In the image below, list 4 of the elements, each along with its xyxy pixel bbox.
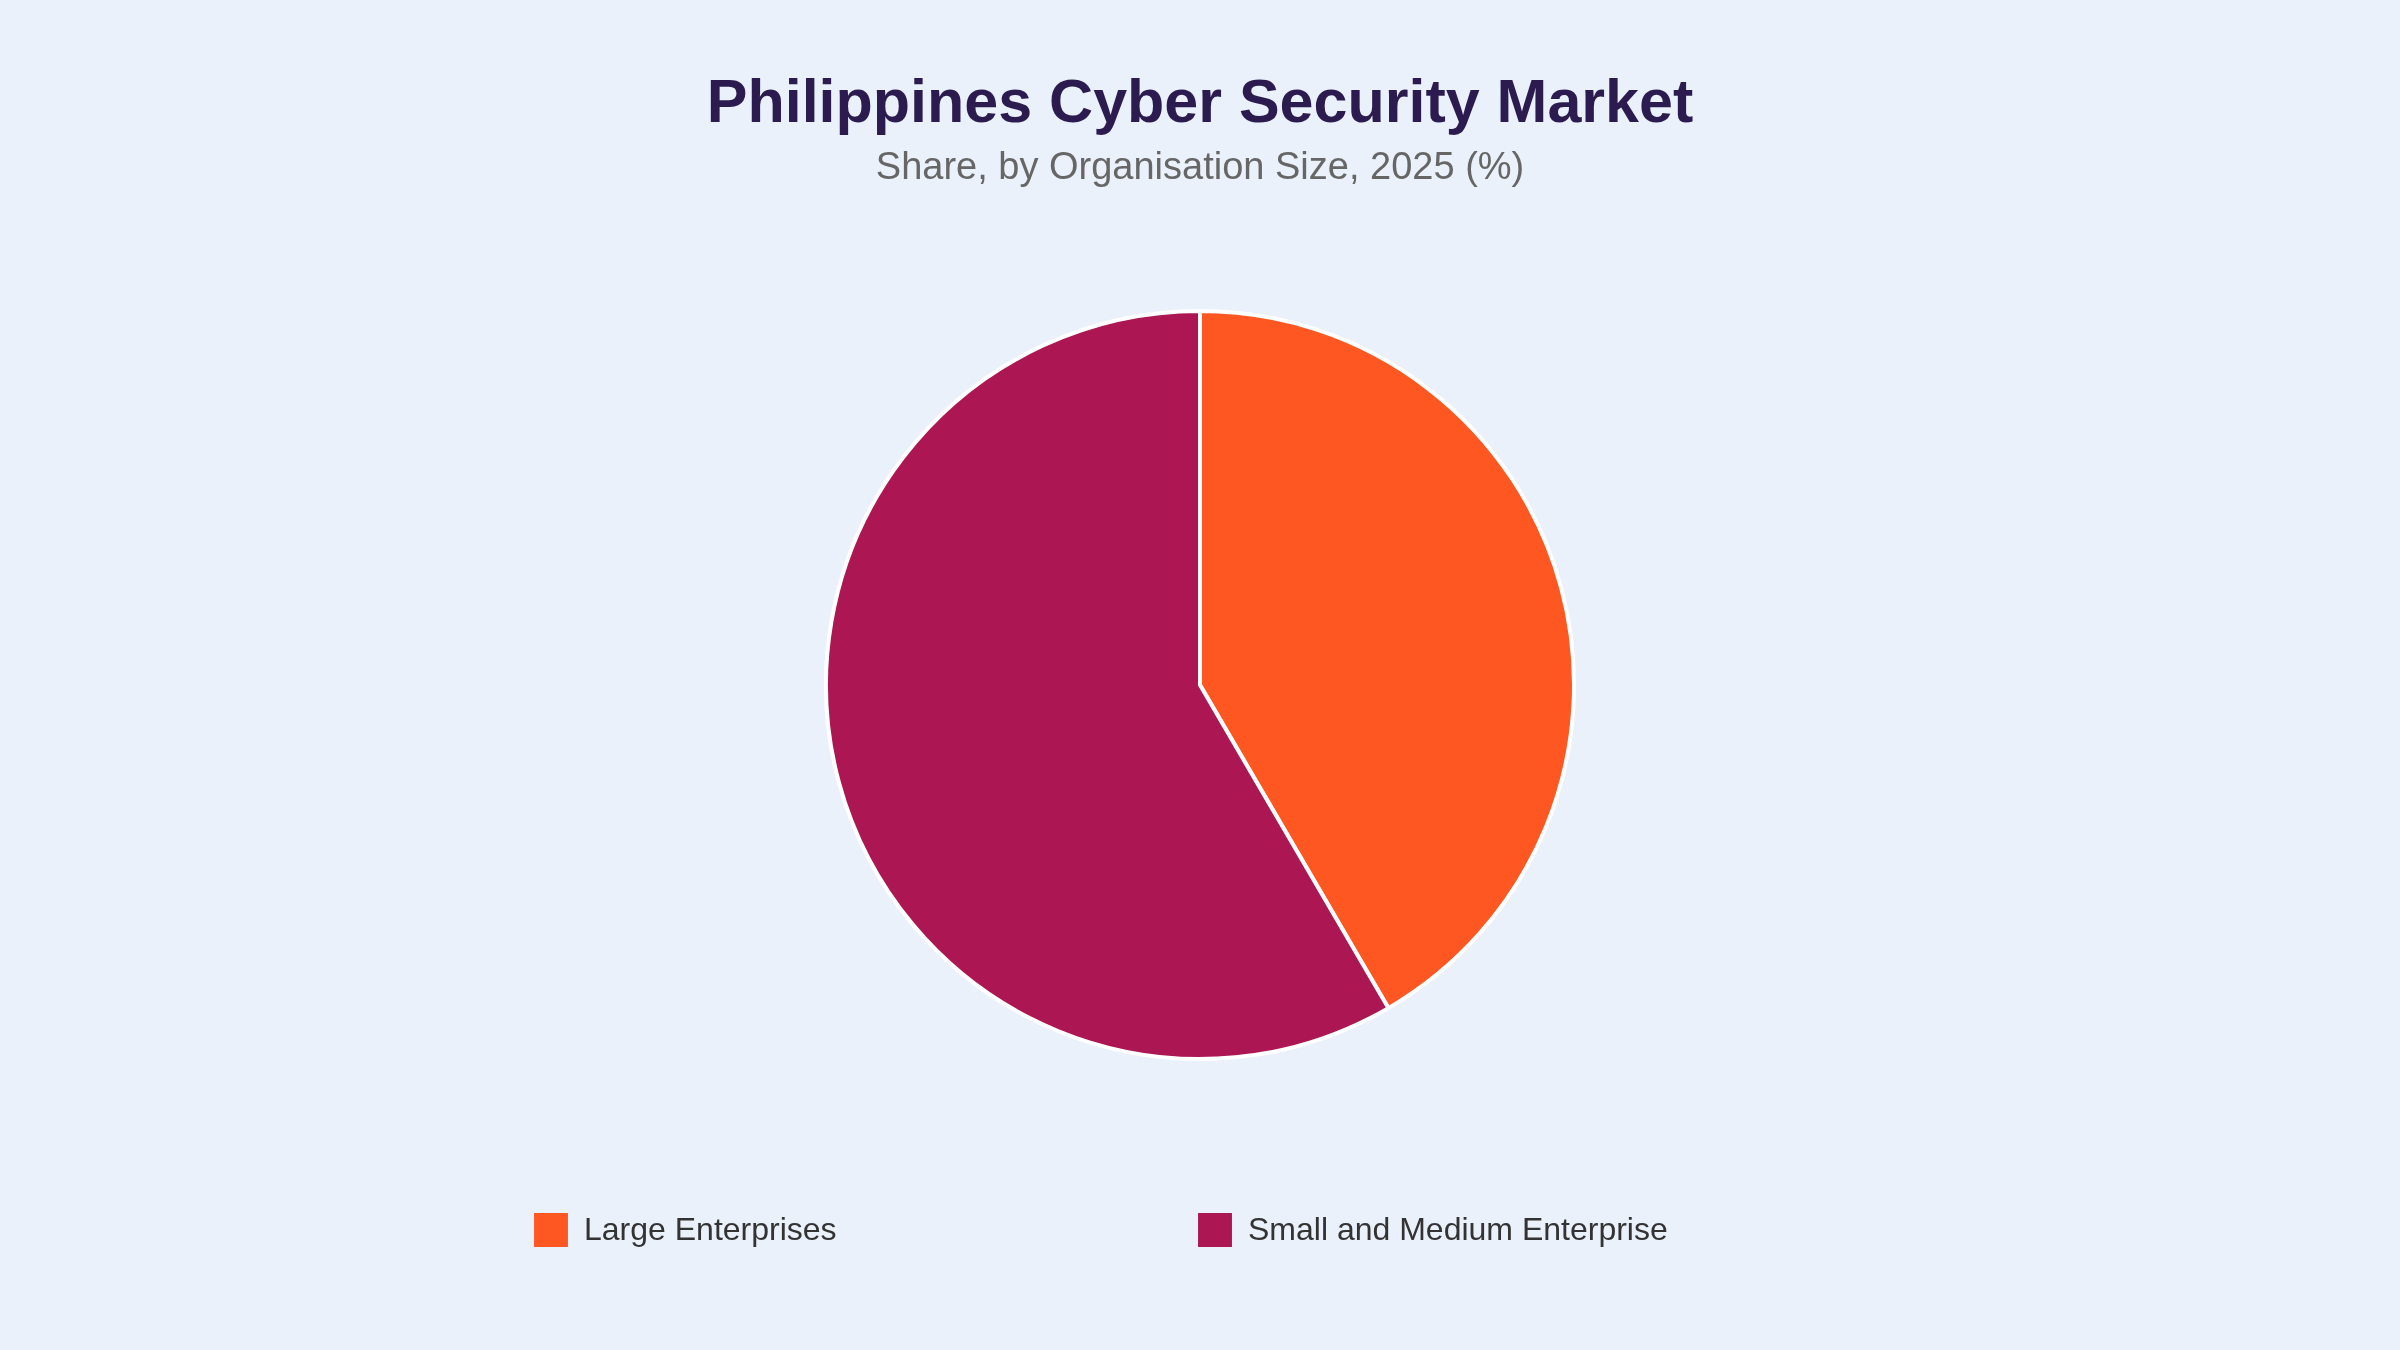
chart-title: Philippines Cyber Security Market [706, 67, 1694, 135]
legend-label: Small and Medium Enterprise [1248, 1211, 1668, 1248]
chart-subtitle: Share, by Organisation Size, 2025 (%) [875, 145, 1525, 187]
legend-label: Large Enterprises [584, 1211, 837, 1248]
